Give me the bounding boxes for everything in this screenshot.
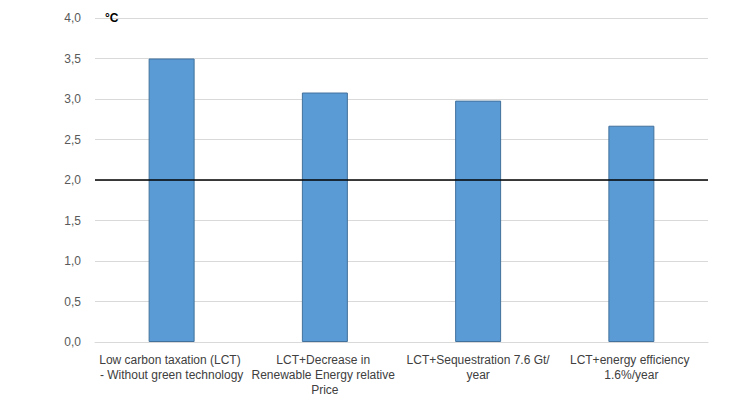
svg-text:2,5: 2,5: [64, 133, 81, 147]
svg-text:LCT+Sequestration 7.6 Gt/: LCT+Sequestration 7.6 Gt/: [407, 353, 551, 367]
svg-text:Renewable Energy relative: Renewable Energy relative: [252, 368, 399, 382]
svg-text:LCT+Decrease in: LCT+Decrease in: [276, 353, 373, 367]
svg-text:2,0: 2,0: [64, 173, 81, 187]
svg-text:3,0: 3,0: [64, 92, 81, 106]
svg-text:1.6%/year: 1.6%/year: [604, 368, 658, 382]
svg-text:3,5: 3,5: [64, 52, 81, 66]
svg-text:1,5: 1,5: [64, 214, 81, 228]
svg-text:°C: °C: [105, 11, 119, 25]
svg-text:1,0: 1,0: [64, 254, 81, 268]
svg-text:0,5: 0,5: [64, 295, 81, 309]
svg-text:year: year: [466, 368, 489, 382]
svg-text:LCT+energy efficiency: LCT+energy efficiency: [570, 353, 693, 367]
svg-text:4,0: 4,0: [64, 11, 81, 25]
svg-text:0,0: 0,0: [64, 335, 81, 349]
svg-text:Low carbon taxation (LCT): Low carbon taxation (LCT): [99, 353, 244, 367]
svg-text:Price: Price: [311, 383, 339, 397]
svg-text:- Without green technology: - Without green technology: [100, 368, 243, 382]
